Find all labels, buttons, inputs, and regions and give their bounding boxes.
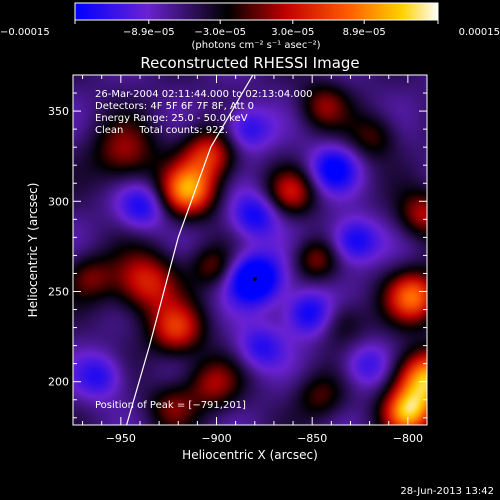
colorbar-tick-label: −8.9e−05 <box>123 27 175 38</box>
y-axis-label: Heliocentric Y (arcsec) <box>26 183 40 318</box>
x-tick-label: −950 <box>106 432 136 445</box>
x-axis: −950 −900 −850 −800 <box>82 75 428 445</box>
colorbar-tick-label: 0.00015 <box>459 27 500 38</box>
colorbar-tick-label: −3.0e−05 <box>194 27 246 38</box>
x-tick-label: −800 <box>393 432 423 445</box>
footer-timestamp: 28-Jun-2013 13:42 <box>400 486 494 497</box>
plot-frame <box>72 74 428 426</box>
solar-limb-curve <box>126 75 254 425</box>
y-tick-label: 300 <box>48 195 69 208</box>
annotation-detectors: Detectors: 4F 5F 6F 7F 8F, Att 0 <box>95 101 254 112</box>
peak-position-label: Position of Peak = [−791,201] <box>95 400 246 411</box>
colorbar-unit: (photons cm⁻² s⁻¹ asec⁻²) <box>191 40 320 51</box>
x-tick-label: −900 <box>201 432 231 445</box>
y-tick-label: 200 <box>48 376 69 389</box>
chart-title: Reconstructed RHESSI Image <box>140 54 359 72</box>
heatmap-image <box>73 75 427 425</box>
peak-marker <box>252 276 257 281</box>
annotation-time: 26-Mar-2004 02:11:44.000 to 02:13:04.000 <box>95 89 313 100</box>
annotation-counts: Clean Total counts: 922. <box>95 125 228 136</box>
x-axis-label: Heliocentric X (arcsec) <box>182 448 318 462</box>
colorbar-tick-labels: −0.00015 −8.9e−05 −3.0e−05 3.0e−05 8.9e−05 0.… <box>0 27 500 38</box>
colorbar-tick-label: −0.00015 <box>0 27 50 38</box>
colorbar-tick-label: 3.0e−05 <box>271 27 314 38</box>
colorbar-ticks <box>74 20 439 24</box>
annotation-energy: Energy Range: 25.0 - 50.0 keV <box>95 113 248 124</box>
y-axis: 200 250 300 350 <box>48 74 427 419</box>
observation-info: 26-Mar-2004 02:11:44.000 to 02:13:04.000… <box>95 89 313 136</box>
y-tick-label: 250 <box>48 285 69 298</box>
y-tick-label: 350 <box>48 105 69 118</box>
x-tick-label: −850 <box>297 432 327 445</box>
colorbar-tick-label: 8.9e−05 <box>343 27 386 38</box>
colorbar <box>74 2 439 21</box>
